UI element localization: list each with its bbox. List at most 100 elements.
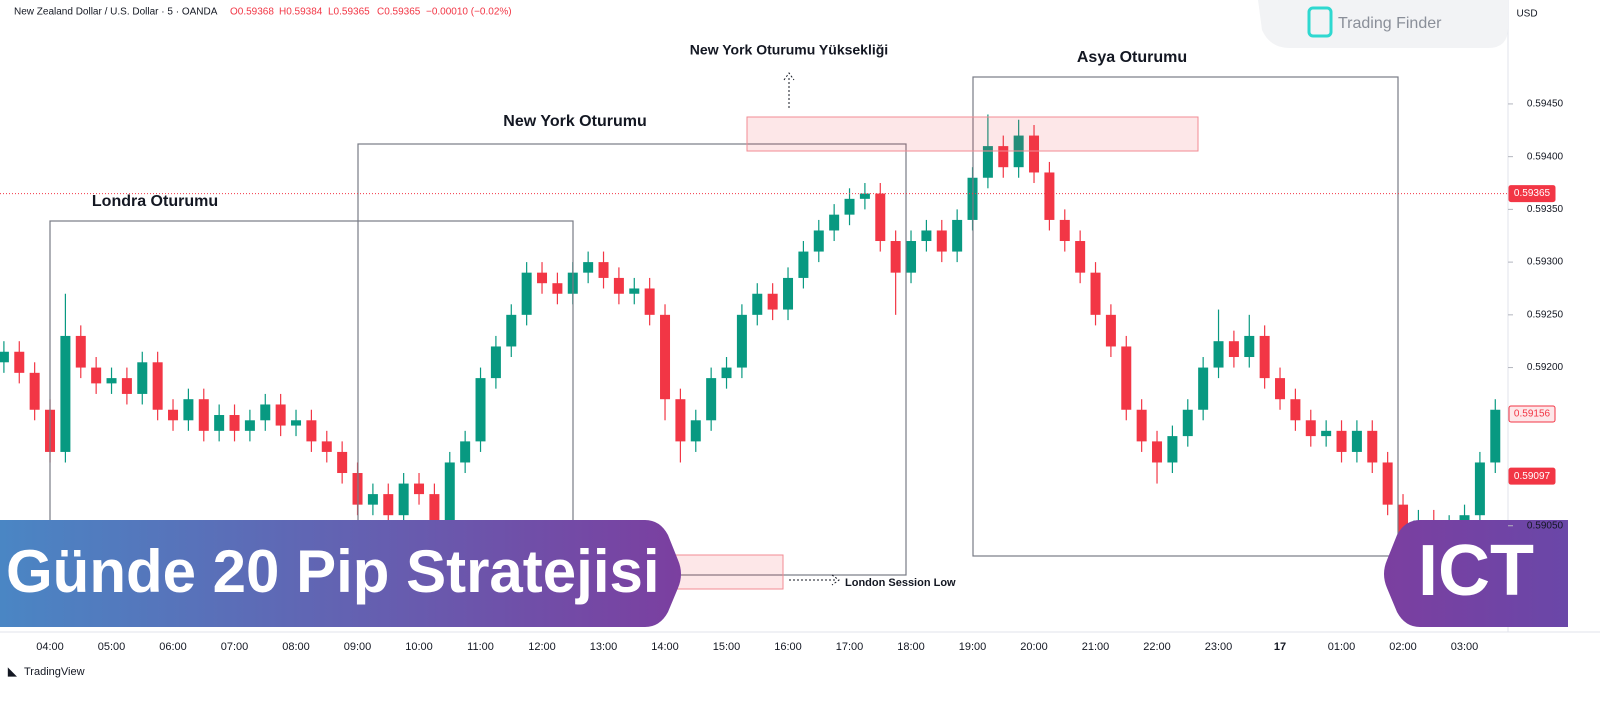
candle-body [982, 146, 993, 178]
candle-body [1305, 420, 1316, 437]
candle-body [183, 399, 194, 421]
x-tick-label: 03:00 [1451, 641, 1479, 653]
candle-body [859, 193, 870, 199]
candle-body [1213, 341, 1224, 368]
symbol: New Zealand Dollar / U.S. Dollar · 5 · O… [14, 7, 218, 18]
candle-body [291, 420, 302, 426]
y-tick-label: 0.59400 [1527, 151, 1564, 162]
candle-body [521, 272, 532, 315]
candle-body [1136, 409, 1147, 442]
banner-title: Günde 20 Pip Stratejisi [6, 538, 660, 605]
candle-body [798, 251, 809, 278]
x-tick-label: 20:00 [1020, 641, 1048, 653]
annotation: New York Oturumu Yüksekliği [690, 42, 888, 58]
candle-body [121, 378, 132, 394]
candle-body [444, 462, 455, 526]
x-tick-label: 22:00 [1143, 641, 1171, 653]
x-tick-label: 18:00 [897, 641, 925, 653]
candle-body [260, 404, 271, 421]
x-tick-label: 23:00 [1205, 641, 1233, 653]
change: −0.00010 (−0.02%) [426, 7, 512, 18]
annotation: Londra Oturumu [92, 193, 218, 210]
candle-body [1367, 430, 1378, 463]
y-tick-label: 0.59300 [1527, 257, 1564, 268]
x-tick-label: 05:00 [98, 641, 126, 653]
candle-body [1382, 462, 1393, 505]
x-tick-label: 10:00 [405, 641, 433, 653]
ny-high-zone [746, 116, 1199, 152]
x-tick-label: 13:00 [590, 641, 618, 653]
candle-body [275, 404, 286, 426]
x-tick-label: 16:00 [774, 641, 802, 653]
x-tick-label: 14:00 [651, 641, 679, 653]
asia-box [972, 76, 1399, 557]
x-tick-label: 19:00 [959, 641, 987, 653]
x-tick-label: 09:00 [344, 641, 372, 653]
banner-left [0, 520, 681, 627]
x-tick-label: 17:00 [836, 641, 864, 653]
annotation: New York Oturumu [503, 113, 646, 130]
candle-body [1275, 378, 1286, 400]
price-label: 0.59156 [1514, 409, 1551, 420]
candle-body [767, 293, 778, 310]
ohlc: C0.59365 [377, 7, 421, 18]
candle-body [229, 415, 240, 431]
candle-body [306, 420, 317, 442]
candle-body [383, 494, 394, 516]
candle-body [214, 415, 225, 431]
candle-body [475, 378, 486, 442]
candle-body [1059, 219, 1070, 242]
x-tick-label: 06:00 [159, 641, 187, 653]
candle-body [1398, 504, 1409, 537]
x-tick-label: 21:00 [1082, 641, 1110, 653]
x-tick-label: 02:00 [1389, 641, 1417, 653]
candle-body [490, 346, 501, 379]
candle-body [1490, 409, 1501, 463]
candle-body [844, 198, 855, 215]
candle-body [198, 399, 209, 431]
ohlc: L0.59365 [328, 7, 370, 18]
price-label-bg [1508, 185, 1556, 203]
annotation: Asya Oturumu [1077, 49, 1187, 66]
tv-icon: ◣ [7, 666, 17, 678]
candle-body [1244, 335, 1255, 358]
candle-body [998, 146, 1009, 168]
candle-body [321, 441, 332, 452]
candle-body [1228, 341, 1239, 358]
candle-body [1198, 367, 1209, 410]
candle-body [75, 335, 86, 368]
candle-body [1121, 346, 1132, 410]
candle-body [552, 283, 563, 294]
candle-body [752, 293, 763, 315]
candle-body [168, 409, 179, 421]
candle-body [1336, 430, 1347, 452]
price-label-bg [1508, 467, 1556, 485]
candle-body [921, 230, 932, 242]
candle-body [583, 262, 594, 273]
banner-right [1384, 520, 1568, 627]
ohlc: H0.59384 [279, 7, 323, 18]
candle-body [14, 351, 25, 373]
candle-body [613, 277, 624, 294]
candle-body [1044, 172, 1055, 220]
y-tick-label: 0.59250 [1527, 309, 1564, 320]
candle-body [1351, 430, 1362, 452]
candle-body [337, 451, 348, 474]
candle-body [244, 420, 255, 431]
ohlc: O0.59368 [230, 7, 274, 18]
candle-body [414, 483, 425, 495]
candle-body [367, 494, 378, 505]
candle-body [598, 262, 609, 278]
candle-body [706, 378, 717, 421]
candle-body [506, 314, 517, 347]
candle-body [1259, 335, 1270, 379]
candle-body [60, 335, 71, 452]
candle-body [813, 230, 824, 252]
candle-body [398, 483, 409, 516]
candle-body [875, 193, 886, 242]
candle-body [537, 272, 548, 284]
footer: TradingView [24, 666, 85, 678]
logo-text: Trading Finder [1338, 15, 1442, 32]
x-tick-label: 08:00 [282, 641, 310, 653]
